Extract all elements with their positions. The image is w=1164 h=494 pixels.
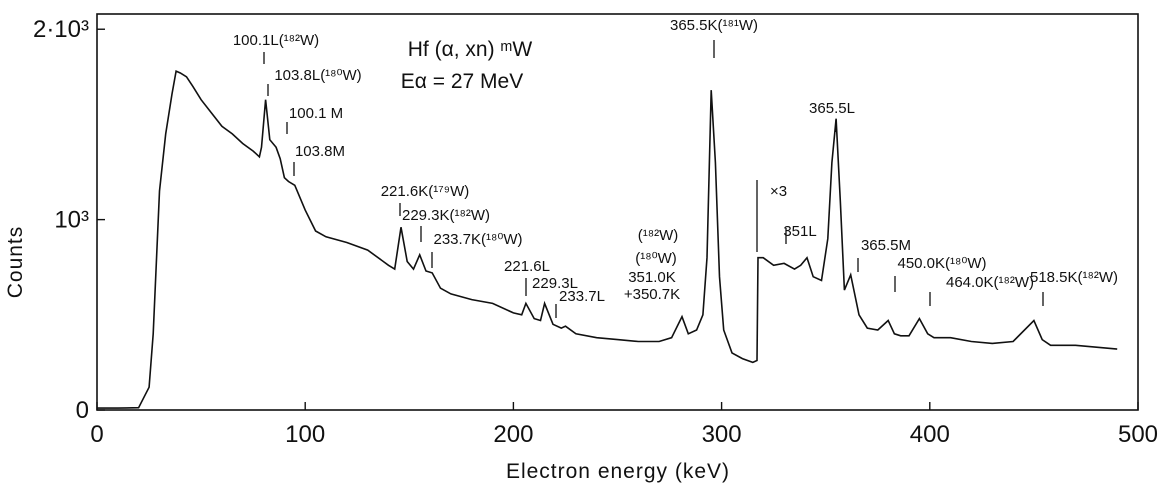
annotation: 233.7K(¹⁸⁰W): [433, 231, 522, 248]
plot-frame: [96, 13, 1139, 411]
annotation: 351.0K: [628, 269, 676, 286]
x-tick-label: 500: [1118, 421, 1158, 448]
annotation: 450.0K(¹⁸⁰W): [897, 255, 986, 272]
y-tick-label: 2·10³: [33, 16, 89, 43]
annotation: 229.3K(¹⁸²W): [402, 207, 490, 224]
annotation: (¹⁸²W): [638, 227, 678, 244]
annotation: 100.1 M: [289, 105, 343, 122]
annotation: 351L: [783, 223, 816, 240]
annotation: 100.1L(¹⁸²W): [233, 32, 319, 49]
y-axis-label: Counts: [4, 226, 27, 299]
x-tick-label: 300: [702, 421, 742, 448]
x-axis-label: Electron energy (keV): [506, 460, 730, 483]
spectrum-line: [97, 69, 1118, 409]
annotation: 233.7L: [559, 288, 605, 305]
x-tick-label: 400: [910, 421, 950, 448]
annotation: ×3: [770, 183, 787, 200]
y-tick-label: 0: [76, 397, 89, 424]
annotation: 464.0K(¹⁸²W): [946, 274, 1034, 291]
chart-title: Hf (α, xn) ᵐW: [408, 38, 533, 61]
annotation: 365.5K(¹⁸¹W): [670, 17, 758, 34]
x-tick-label: 0: [90, 421, 103, 448]
annotation: 103.8L(¹⁸⁰W): [274, 67, 361, 84]
annotation: 103.8M: [295, 143, 345, 160]
x-tick-label: 100: [285, 421, 325, 448]
annotation: 221.6K(¹⁷⁹W): [381, 183, 470, 200]
y-tick-label: 10³: [54, 207, 89, 234]
annotation: +350.7K: [624, 286, 680, 303]
annotation: 365.5M: [861, 237, 911, 254]
annotation: 229.3L: [532, 275, 578, 292]
x-tick-label: 200: [493, 421, 533, 448]
annotation: 518.5K(¹⁸²W): [1030, 269, 1118, 286]
annotation: 365.5L: [809, 100, 855, 117]
annotation: 221.6L: [504, 258, 550, 275]
chart-subtitle: Eα = 27 MeV: [401, 70, 523, 93]
annotation: (¹⁸⁰W): [635, 250, 676, 267]
